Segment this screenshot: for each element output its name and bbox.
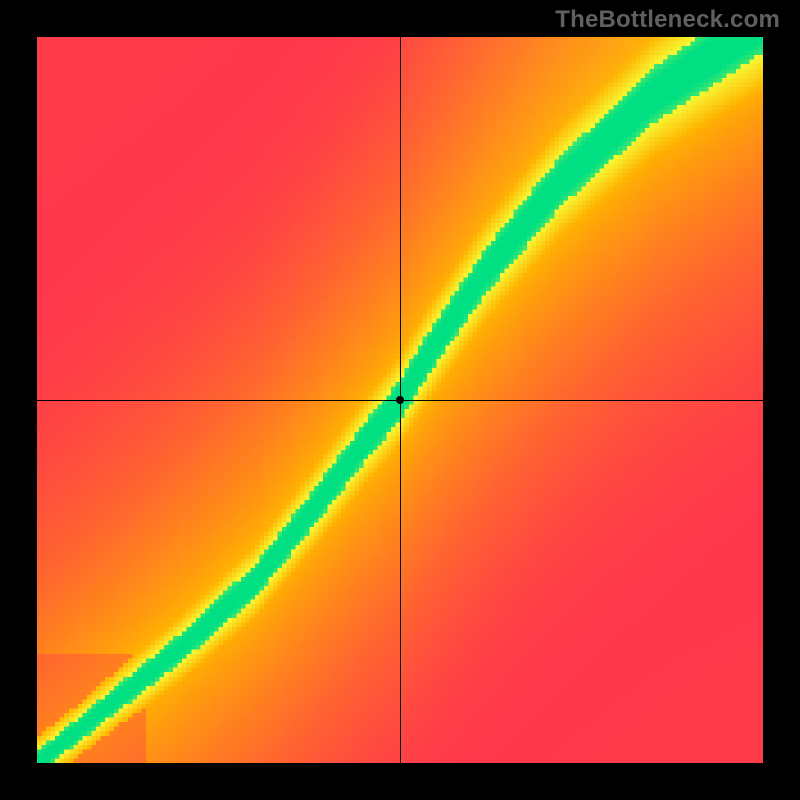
selection-marker[interactable] (396, 396, 404, 404)
watermark-text: TheBottleneck.com (555, 6, 780, 34)
plot-area (37, 37, 763, 763)
outer-frame: TheBottleneck.com (0, 0, 800, 800)
